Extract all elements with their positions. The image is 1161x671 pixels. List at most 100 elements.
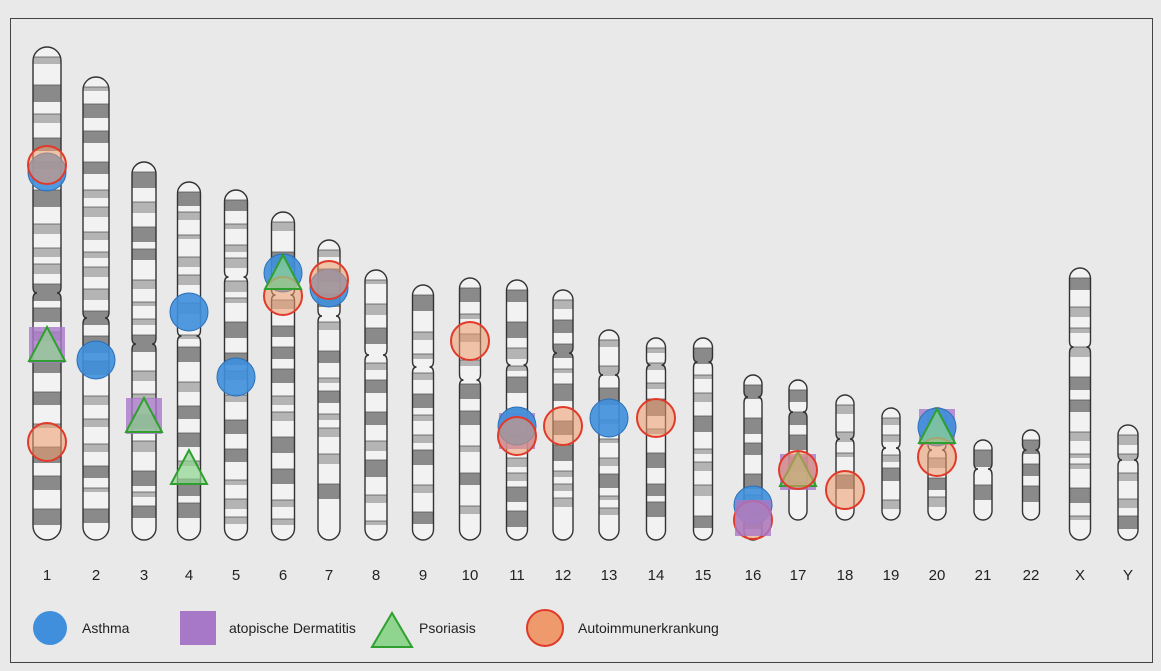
chromosome-label: 18 [837, 567, 854, 584]
chromosome-label: 15 [695, 567, 712, 584]
chromosome-outline [835, 394, 855, 521]
chromosome-band [33, 361, 61, 373]
chromosome-band [974, 485, 992, 500]
chromosome-band [83, 311, 109, 325]
chromosome-band [693, 416, 713, 432]
psoriasis-marker-chr1 [27, 324, 67, 362]
chromosome-band [1069, 278, 1091, 290]
chromosome-outline [411, 284, 435, 541]
chromosome-outline [552, 289, 574, 541]
chromosome-15 [692, 337, 714, 541]
chromosome-band [318, 322, 340, 330]
chromosome-band [365, 363, 387, 370]
chromosome-band [271, 519, 295, 525]
chromosome-band [506, 366, 528, 371]
chromosome-band [1118, 516, 1138, 529]
chromosome-band [646, 502, 666, 517]
chromosome-band [132, 249, 156, 260]
psoriasis-marker-chr3 [124, 395, 164, 433]
chromosome-4 [176, 181, 202, 541]
chromosome-band [789, 435, 807, 450]
chromosome-21 [973, 439, 993, 521]
chromosome-band [132, 280, 156, 289]
chromosome-band [132, 506, 156, 518]
chromosome-band [459, 360, 481, 366]
chromosome-band [1069, 516, 1091, 520]
chromosome-group [32, 46, 1139, 541]
chromosome-band [882, 468, 900, 481]
chromosome-band [789, 390, 807, 402]
chromosome-outline [645, 337, 667, 541]
chromosome-body [412, 285, 434, 540]
chromosome-band [744, 385, 762, 399]
chromosome-band [1069, 488, 1091, 503]
chromosome-band [83, 267, 109, 277]
chromosome-outline [317, 239, 341, 541]
chromosome-band [33, 114, 61, 123]
chromosome-band [693, 348, 713, 364]
legend-dermatitis-icon [180, 611, 216, 645]
chromosome-band [271, 500, 295, 507]
autoimmune-marker-chr7 [309, 260, 349, 300]
legend-autoimmune-label: Autoimmunerkrankung [578, 620, 719, 636]
chromosome-band [412, 435, 434, 443]
chromosome-band [83, 396, 109, 405]
chromosome-label: 21 [975, 567, 992, 584]
chromosome-outline [131, 161, 157, 541]
legend-psoriasis-label: Psoriasis [419, 620, 476, 636]
chromosome-band [599, 458, 619, 466]
chromosome-band [553, 320, 573, 333]
chromosome-band [553, 498, 573, 507]
chromosome-band [1118, 499, 1138, 508]
chromosome-band [553, 445, 573, 461]
chromosome-band [1069, 464, 1091, 469]
chromosome-7 [317, 239, 341, 541]
chromosome-band [459, 314, 481, 319]
chromosome-band [83, 466, 109, 478]
chromosome-band [974, 450, 992, 467]
autoimmune-marker-chr12 [543, 406, 583, 446]
chromosome-band [271, 347, 295, 359]
chromosome-band [459, 411, 481, 425]
chromosome-band [83, 444, 109, 452]
chromosome-band [599, 496, 619, 500]
chromosome-band [506, 348, 528, 359]
chromosome-band [177, 212, 201, 220]
chromosome-label: 16 [745, 567, 762, 584]
chromosome-band [177, 192, 201, 206]
chromosome-band [271, 396, 295, 405]
chromosome-band [646, 363, 666, 370]
chromosome-band [1069, 400, 1091, 412]
chromosome-band [318, 454, 340, 464]
psoriasis-marker-chr20 [917, 406, 957, 444]
chromosome-band [506, 377, 528, 393]
chromosome-band [646, 348, 666, 353]
figure-frame [10, 18, 1153, 663]
chromosome-band [744, 418, 762, 434]
chromosome-band [177, 406, 201, 419]
chromosome-22 [1021, 429, 1041, 521]
chromosome-band [599, 340, 619, 347]
chromosome-band [132, 202, 156, 213]
chromosome-band [177, 347, 201, 362]
chromosome-band [33, 264, 61, 274]
chromosome-band [177, 382, 201, 392]
chromosome-outline [364, 269, 388, 541]
chromosome-band [1069, 432, 1091, 441]
chromosome-label: 9 [419, 567, 427, 584]
chromosome-band [459, 288, 481, 302]
legend-dermatitis-label: atopische Dermatitis [229, 620, 356, 636]
chromosome-outline [32, 46, 62, 541]
chromosome-band [1022, 440, 1040, 454]
autoimmune-marker-chr11 [497, 416, 537, 456]
chromosome-band [83, 488, 109, 492]
chromosome-band [412, 373, 434, 380]
chromosome-band [132, 319, 156, 325]
chromosome-band [506, 511, 528, 527]
chromosome-band [224, 245, 248, 252]
autoimmune-marker-chr14 [636, 398, 676, 438]
chromosome-band [224, 200, 248, 211]
chromosome-band [459, 473, 481, 485]
chromosome-band [506, 487, 528, 502]
chromosome-band [33, 284, 61, 301]
